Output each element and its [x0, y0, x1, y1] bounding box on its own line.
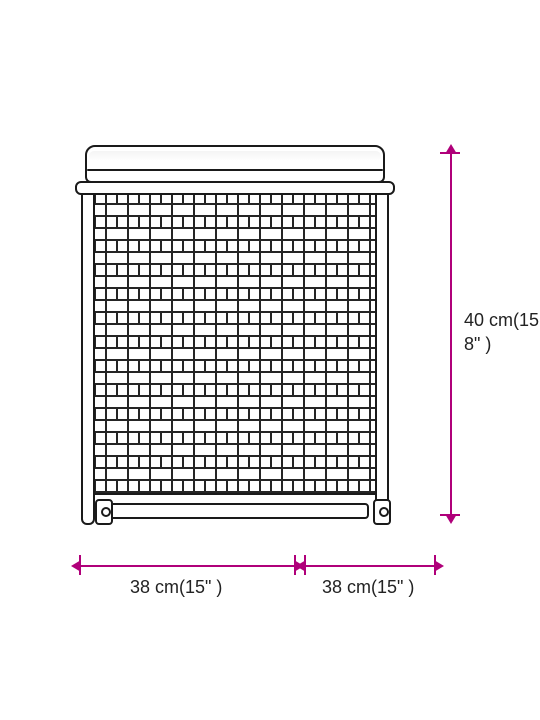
top-rim	[75, 181, 395, 195]
foot-cap-right	[373, 499, 391, 525]
weave-pattern	[83, 195, 387, 493]
dimension-depth: 38 cm(15" )	[300, 555, 440, 605]
side-rail-left	[81, 195, 95, 525]
dimension-width-label: 38 cm(15" )	[130, 577, 222, 598]
side-rail-right	[375, 195, 389, 525]
foot-bar	[101, 503, 369, 519]
dim-tick	[440, 514, 460, 516]
cushion	[85, 145, 385, 183]
label-text: 8" )	[464, 334, 491, 354]
dim-line	[450, 152, 452, 516]
label-text: 40 cm(15.	[464, 310, 540, 330]
dimension-height-label: 40 cm(15. 8" )	[464, 308, 540, 357]
dimension-width: 38 cm(15" )	[75, 555, 300, 605]
dim-tick	[434, 555, 436, 575]
product-drawing	[75, 145, 395, 525]
dim-line	[79, 565, 296, 567]
figure-stage: 40 cm(15. 8" ) 38 cm(15" ) 38 cm(15" )	[0, 0, 540, 720]
foot-cap-left	[95, 499, 113, 525]
dimension-depth-label: 38 cm(15" )	[322, 577, 414, 598]
woven-body	[81, 195, 389, 495]
dimension-height: 40 cm(15. 8" )	[440, 148, 500, 520]
dim-line	[304, 565, 436, 567]
